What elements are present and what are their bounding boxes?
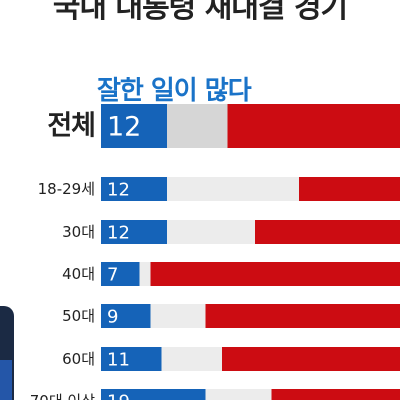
bar-segment-neutral xyxy=(205,389,272,400)
bar-segment-neutral xyxy=(167,104,228,148)
bar-row: 전체 12 xyxy=(47,104,400,148)
bar-segment-positive xyxy=(101,104,167,148)
bar-row: 70대 이상 19 xyxy=(30,389,400,400)
category-label: 60대 xyxy=(62,350,95,368)
category-label: 18-29세 xyxy=(38,180,95,198)
bar-segment-negative xyxy=(227,104,400,148)
chart-title: 국내 대통령 재대결 경기 xyxy=(52,0,348,25)
bar-segment-negative xyxy=(271,389,400,400)
bar-segment-neutral xyxy=(161,347,222,371)
bar-row: 40대 7 xyxy=(62,262,400,286)
bar-segment-neutral xyxy=(167,177,299,201)
category-label: 70대 이상 xyxy=(30,392,95,400)
data-label-positive: 12 xyxy=(107,112,141,143)
bar-segment-negative xyxy=(299,177,400,201)
bar-segment-negative xyxy=(255,220,400,244)
bar-segment-positive xyxy=(101,220,167,244)
bar-row: 30대 12 xyxy=(62,220,400,244)
data-label-positive: 11 xyxy=(107,350,130,371)
bar-segment-positive xyxy=(101,389,206,400)
bar-segment-negative xyxy=(150,262,400,286)
bar-segment-positive xyxy=(101,304,151,328)
bar-segment-negative xyxy=(222,347,400,371)
bar-segment-positive xyxy=(101,262,140,286)
bar-segment-positive xyxy=(101,347,162,371)
bar-segment-neutral xyxy=(167,220,255,244)
bar-segment-negative xyxy=(205,304,400,328)
category-label: 40대 xyxy=(62,265,95,283)
bar-row: 18-29세 12 xyxy=(38,177,400,201)
category-label: 50대 xyxy=(62,307,95,325)
bar-segment-neutral xyxy=(150,304,206,328)
bar-row: 60대 11 xyxy=(62,347,400,371)
legend-positive-label: 잘한 일이 많다 xyxy=(97,76,252,106)
data-label-positive: 9 xyxy=(107,307,118,328)
category-label: 30대 xyxy=(62,223,95,241)
bar-row: 50대 9 xyxy=(62,304,400,328)
bar-segment-positive xyxy=(101,177,167,201)
person-photo-accent xyxy=(0,360,12,400)
data-label-positive: 19 xyxy=(107,392,130,400)
category-label: 전체 xyxy=(47,111,95,142)
data-label-positive: 12 xyxy=(107,223,130,244)
data-label-positive: 12 xyxy=(107,180,130,201)
bar-segment-neutral xyxy=(139,262,151,286)
data-label-positive: 7 xyxy=(107,265,118,286)
